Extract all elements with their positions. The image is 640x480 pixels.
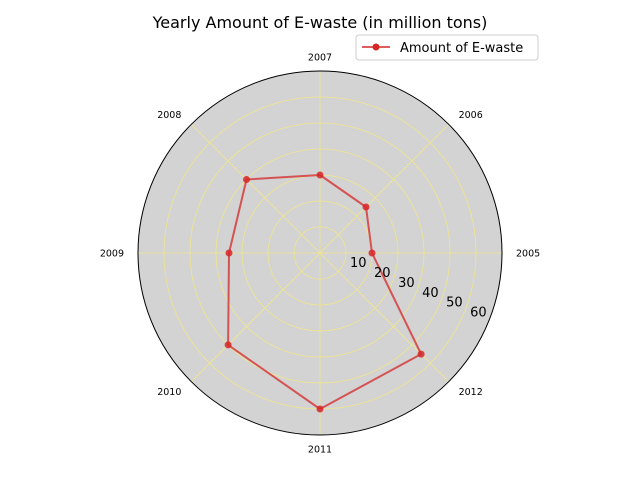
polar-plot-area: 2005 2006 2007 2008 2009 2010 2011 2012 10 20 30 40… bbox=[100, 53, 540, 456]
data-point-2005 bbox=[368, 249, 376, 257]
category-label-2007: 2007 bbox=[308, 53, 332, 64]
legend-box bbox=[355, 34, 539, 61]
category-label-2010: 2010 bbox=[157, 387, 181, 398]
data-point-2010 bbox=[224, 341, 232, 349]
data-point-2007 bbox=[316, 171, 324, 179]
category-label-2005: 2005 bbox=[516, 249, 540, 260]
category-label-2011: 2011 bbox=[308, 445, 332, 456]
angular-gridline bbox=[191, 124, 321, 254]
chart-title: Yearly Amount of E-waste (in million ton… bbox=[152, 13, 488, 32]
radial-tick-label: 20 bbox=[374, 266, 391, 281]
category-label-2008: 2008 bbox=[157, 110, 181, 121]
legend-point-marker bbox=[372, 43, 380, 51]
radial-tick-label: 60 bbox=[470, 306, 487, 321]
data-point-2008 bbox=[243, 176, 250, 183]
category-label-2006: 2006 bbox=[459, 110, 483, 121]
radial-tick-label: 40 bbox=[422, 286, 439, 301]
angular-gridline bbox=[319, 124, 449, 254]
data-point-2012 bbox=[417, 350, 425, 358]
legend-series-label: Amount of E-waste bbox=[400, 41, 523, 56]
data-point-2006 bbox=[362, 203, 370, 211]
polar-outline bbox=[137, 70, 503, 436]
angular-gridline bbox=[191, 252, 321, 382]
legend: Amount of E-waste bbox=[355, 34, 539, 61]
data-point-2011 bbox=[316, 405, 324, 413]
data-point-2009 bbox=[225, 249, 233, 257]
radial-tick-label: 10 bbox=[350, 256, 367, 271]
angular-gridline bbox=[319, 252, 449, 382]
category-label-2012: 2012 bbox=[459, 387, 483, 398]
category-label-2009: 2009 bbox=[100, 249, 124, 260]
radial-tick-label: 30 bbox=[398, 276, 415, 291]
radial-tick-label: 50 bbox=[446, 296, 463, 311]
